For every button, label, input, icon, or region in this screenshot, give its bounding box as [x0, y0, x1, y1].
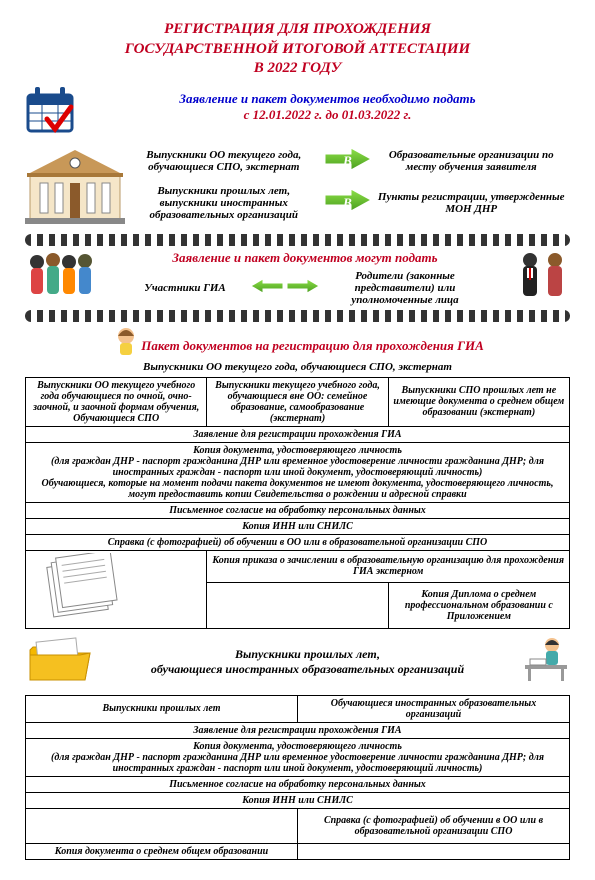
- submitter-right: Родители (законные представители) или уп…: [321, 270, 489, 306]
- t1-r1: Заявление для регистрации прохождения ГИ…: [26, 426, 570, 442]
- t2-h2: Обучающиеся иностранных образовательных …: [298, 695, 570, 722]
- t1-r5: Справка (с фотографией) об обучении в ОО…: [26, 534, 570, 550]
- flow-source-2: Выпускники прошлых лет, выпускники иност…: [125, 185, 323, 221]
- package-subtitle-2: Выпускники прошлых лет, обучающиеся инос…: [95, 647, 520, 677]
- documents-table-1: Выпускники ОО текущего учебного года обу…: [25, 377, 570, 629]
- calendar-icon: [25, 85, 75, 135]
- t2-r2: Копия документа, удостоверяющего личност…: [26, 738, 570, 776]
- submitter-left: Участники ГИА: [121, 282, 249, 294]
- t2-r1: Заявление для регистрации прохождения ГИ…: [26, 722, 570, 738]
- folder-icon: [25, 635, 95, 689]
- package-title: Пакет документов на регистрацию для прох…: [141, 338, 484, 354]
- page-title: РЕГИСТРАЦИЯ ДЛЯ ПРОХОЖДЕНИЯ ГОСУДАРСТВЕН…: [25, 20, 570, 79]
- title-line3: В 2022 ГОДУ: [254, 60, 342, 76]
- small-arrow-right: [285, 277, 321, 298]
- package-subtitle-1: Выпускники ОО текущего года, обучающиеся…: [25, 361, 570, 373]
- t1-r4: Копия ИНН или СНИЛС: [26, 518, 570, 534]
- t1-r7: Копия Диплома о среднем профессиональном…: [388, 582, 569, 628]
- arrow-label-1: В: [343, 153, 352, 169]
- t1-r3: Письменное согласие на обработку персона…: [26, 502, 570, 518]
- title-line1: РЕГИСТРАЦИЯ ДЛЯ ПРОХОЖДЕНИЯ: [164, 21, 431, 37]
- who-can-submit-title: Заявление и пакет документов могут подат…: [95, 250, 515, 266]
- t1-h1: Выпускники ОО текущего учебного года обу…: [26, 377, 207, 426]
- t1-h3: Выпускники СПО прошлых лет не имеющие до…: [388, 377, 569, 426]
- building-icon: [25, 145, 125, 230]
- chain-divider-1: [25, 234, 570, 246]
- t2-r6: Копия документа о среднем общем образова…: [26, 843, 298, 859]
- title-line2: ГОСУДАРСТВЕННОЙ ИТОГОВОЙ АТТЕСТАЦИИ: [125, 41, 470, 57]
- t1-r2: Копия документа, удостоверяющего личност…: [26, 442, 570, 502]
- arrow-icon-1: В: [323, 146, 373, 177]
- arrow-icon-2: В: [323, 187, 373, 218]
- documents-table-2: Выпускники прошлых лет Обучающиеся иност…: [25, 695, 570, 860]
- small-arrow-left: [249, 277, 285, 298]
- flow-target-2: Пункты регистрации, утвержденные МОН ДНР: [373, 191, 571, 215]
- documents-stack-icon: [30, 553, 130, 626]
- t2-h1: Выпускники прошлых лет: [26, 695, 298, 722]
- arrow-label-2: В: [343, 195, 352, 211]
- student-desk-icon: [520, 635, 570, 689]
- girl-icon: [111, 326, 141, 361]
- flow-target-1: Образовательные организации по месту обу…: [373, 149, 571, 173]
- t2-r3: Письменное согласие на обработку персона…: [26, 776, 570, 792]
- flow-source-1: Выпускники ОО текущего года, обучающиеся…: [125, 149, 323, 173]
- chain-divider-2: [25, 310, 570, 322]
- parents-icon: [515, 250, 570, 305]
- t1-h2: Выпускники текущего учебного года, обуча…: [207, 377, 388, 426]
- t2-r5: Справка (с фотографией) об обучении в ОО…: [298, 808, 570, 843]
- t2-r4: Копия ИНН или СНИЛС: [26, 792, 570, 808]
- t1-r6: Копия приказа о зачислении в образовател…: [207, 550, 570, 582]
- submission-window-label: Заявление и пакет документов необходимо …: [85, 91, 570, 107]
- submission-dates: с 12.01.2022 г. до 01.03.2022 г.: [85, 107, 570, 123]
- people-group-icon: [25, 250, 95, 305]
